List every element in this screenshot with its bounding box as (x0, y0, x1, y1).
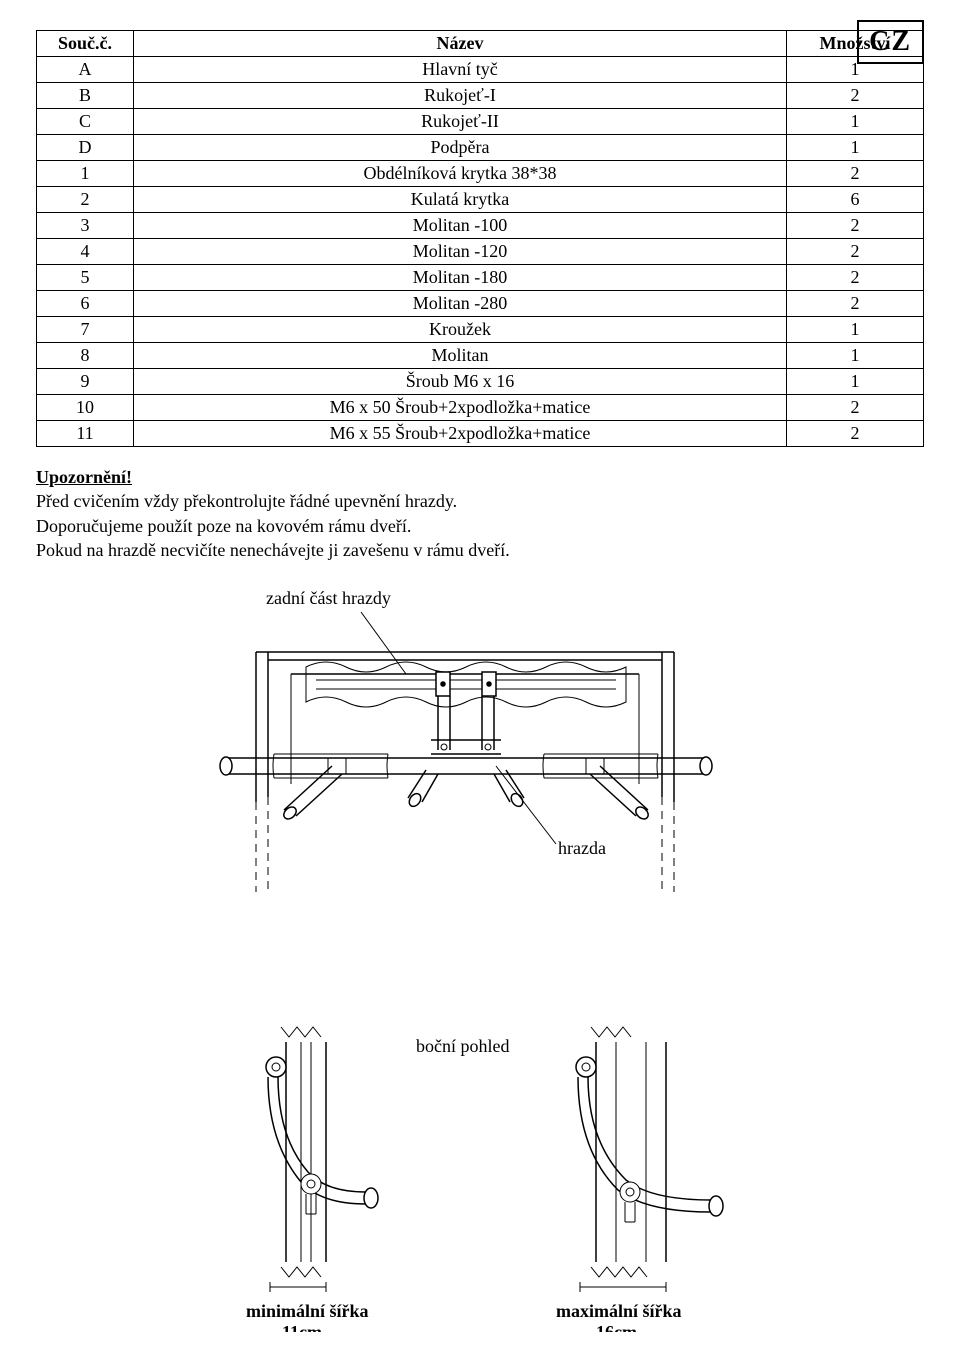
table-row: 6Molitan -2802 (37, 291, 924, 317)
cell-name: Molitan -120 (134, 239, 787, 265)
cell-qty: 1 (787, 369, 924, 395)
table-row: 9Šroub M6 x 161 (37, 369, 924, 395)
table-row: 2Kulatá krytka6 (37, 187, 924, 213)
table-row: 7Kroužek1 (37, 317, 924, 343)
cell-name: M6 x 55 Šroub+2xpodložka+matice (134, 421, 787, 447)
cell-id: 11 (37, 421, 134, 447)
cell-id: B (37, 83, 134, 109)
warning-line-2: Pokud na hrazdě necvičíte nenechávejte j… (36, 540, 510, 560)
cell-qty: 1 (787, 135, 924, 161)
value-max-width: 16cm (596, 1322, 637, 1332)
table-row: 3Molitan -1002 (37, 213, 924, 239)
table-row: 1Obdélníková krytka 38*382 (37, 161, 924, 187)
language-badge: CZ (857, 20, 924, 64)
cell-id: 6 (37, 291, 134, 317)
cell-name: Molitan (134, 343, 787, 369)
cell-qty: 2 (787, 213, 924, 239)
cell-name: Hlavní tyč (134, 57, 787, 83)
cell-id: 5 (37, 265, 134, 291)
cell-qty: 2 (787, 291, 924, 317)
table-row: 5Molitan -1802 (37, 265, 924, 291)
cell-name: Obdélníková krytka 38*38 (134, 161, 787, 187)
table-row: AHlavní tyč1 (37, 57, 924, 83)
cell-qty: 2 (787, 421, 924, 447)
cell-id: 2 (37, 187, 134, 213)
cell-qty: 1 (787, 343, 924, 369)
cell-name: Rukojeť-I (134, 83, 787, 109)
cell-name: M6 x 50 Šroub+2xpodložka+matice (134, 395, 787, 421)
cell-name: Rukojeť-II (134, 109, 787, 135)
cell-name: Šroub M6 x 16 (134, 369, 787, 395)
warning-heading: Upozornění! (36, 467, 132, 487)
cell-name: Podpěra (134, 135, 787, 161)
cell-id: 3 (37, 213, 134, 239)
value-min-width: 11cm (282, 1322, 322, 1332)
warning-line-1: Doporučujeme použít poze na kovovém rámu… (36, 516, 411, 536)
cell-qty: 2 (787, 83, 924, 109)
cell-id: 8 (37, 343, 134, 369)
label-min-width: minimální šířka (246, 1301, 369, 1321)
parts-table: Souč.č. Název Množství AHlavní tyč1BRuko… (36, 30, 924, 447)
label-hrazda: hrazda (558, 838, 606, 858)
th-id: Souč.č. (37, 31, 134, 57)
cell-id: 9 (37, 369, 134, 395)
cell-qty: 2 (787, 395, 924, 421)
cell-id: D (37, 135, 134, 161)
cell-qty: 2 (787, 161, 924, 187)
table-row: 4Molitan -1202 (37, 239, 924, 265)
table-row: 8Molitan1 (37, 343, 924, 369)
cell-id: 10 (37, 395, 134, 421)
label-side-view: boční pohled (416, 1036, 509, 1056)
cell-qty: 1 (787, 317, 924, 343)
table-row: DPodpěra1 (37, 135, 924, 161)
cell-qty: 6 (787, 187, 924, 213)
warning-line-0: Před cvičením vždy překontrolujte řádné … (36, 491, 457, 511)
cell-name: Molitan -100 (134, 213, 787, 239)
figure-area: zadní část hrazdy (36, 582, 924, 1332)
table-row: 10M6 x 50 Šroub+2xpodložka+matice2 (37, 395, 924, 421)
th-name: Název (134, 31, 787, 57)
cell-id: A (37, 57, 134, 83)
table-row: CRukojeť-II1 (37, 109, 924, 135)
cell-qty: 1 (787, 109, 924, 135)
cell-id: 1 (37, 161, 134, 187)
cell-name: Molitan -280 (134, 291, 787, 317)
warning-block: Upozornění! Před cvičením vždy překontro… (36, 465, 924, 562)
table-row: BRukojeť-I2 (37, 83, 924, 109)
cell-name: Kulatá krytka (134, 187, 787, 213)
cell-id: C (37, 109, 134, 135)
cell-qty: 2 (787, 239, 924, 265)
label-max-width: maximální šířka (556, 1301, 682, 1321)
cell-id: 4 (37, 239, 134, 265)
cell-id: 7 (37, 317, 134, 343)
label-back-part: zadní část hrazdy (266, 588, 391, 608)
table-row: 11M6 x 55 Šroub+2xpodložka+matice2 (37, 421, 924, 447)
cell-name: Molitan -180 (134, 265, 787, 291)
cell-qty: 2 (787, 265, 924, 291)
cell-name: Kroužek (134, 317, 787, 343)
